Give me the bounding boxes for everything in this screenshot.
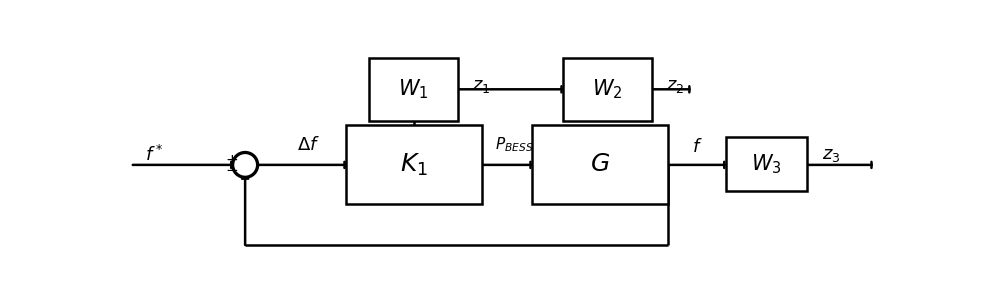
- Bar: [346, 125, 482, 205]
- Text: $-$: $-$: [225, 162, 238, 176]
- Bar: [726, 137, 807, 191]
- Text: $W_1$: $W_1$: [398, 78, 429, 101]
- Text: $P_{BESS}$: $P_{BESS}$: [495, 135, 534, 154]
- Text: $f^*$: $f^*$: [145, 145, 163, 165]
- Text: $z_1$: $z_1$: [472, 77, 491, 95]
- Text: $+$: $+$: [225, 154, 238, 168]
- Bar: [532, 125, 668, 205]
- Bar: [563, 58, 652, 121]
- Text: $W_3$: $W_3$: [751, 152, 782, 176]
- Text: $z_2$: $z_2$: [666, 77, 684, 95]
- Text: $f$: $f$: [692, 138, 703, 156]
- Text: $\Delta f$: $\Delta f$: [297, 136, 320, 154]
- Text: $W_2$: $W_2$: [592, 78, 623, 101]
- Text: $K_1$: $K_1$: [400, 152, 428, 178]
- Bar: [369, 58, 458, 121]
- Text: $G$: $G$: [590, 154, 610, 176]
- Text: $z_3$: $z_3$: [822, 146, 841, 164]
